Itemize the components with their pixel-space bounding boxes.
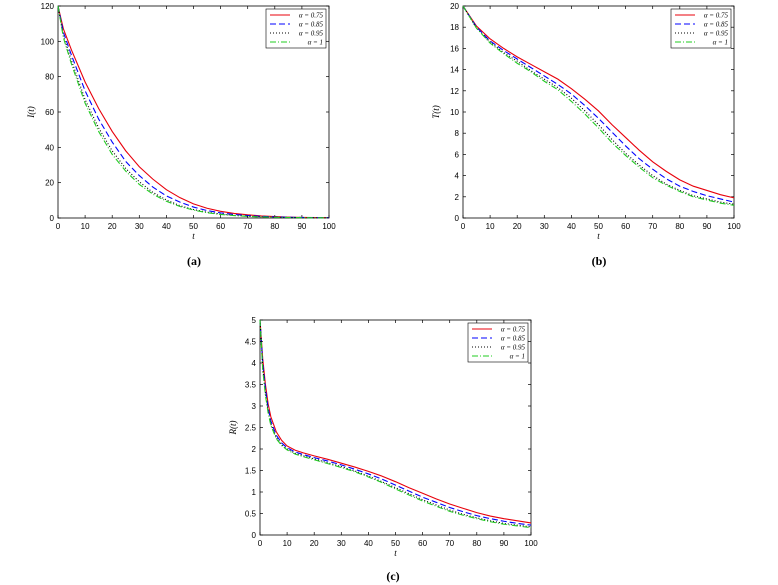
x-tick-label: 60 [216, 222, 225, 231]
x-tick-label: 50 [594, 222, 603, 231]
y-tick-label: 100 [41, 37, 55, 46]
panel-caption: (c) [386, 569, 399, 583]
x-tick-label: 0 [56, 222, 61, 231]
x-tick-label: 30 [135, 222, 144, 231]
x-tick-label: 10 [283, 539, 292, 548]
y-tick-label: 4.5 [245, 338, 257, 347]
x-tick-label: 50 [391, 539, 400, 548]
chart-panel: 0 10 20 30 40 50 60 70 80 90 100 0 2 4 6 8 10 12 14 16 18 20 t… [431, 2, 741, 268]
legend-label: α = 0.75 [704, 12, 729, 20]
y-tick-label: 0 [252, 531, 257, 540]
x-tick-label: 0 [461, 222, 466, 231]
x-tick-label: 60 [621, 222, 630, 231]
series-line [462, 5, 735, 199]
x-tick-label: 30 [337, 539, 346, 548]
x-tick-label: 20 [108, 222, 117, 231]
x-tick-label: 90 [702, 222, 711, 231]
y-tick-label: 40 [45, 143, 54, 152]
x-tick-label: 20 [310, 539, 319, 548]
y-tick-label: 2 [455, 193, 460, 202]
x-tick-label: 80 [270, 222, 279, 231]
series-line [57, 5, 330, 219]
y-tick-label: 14 [450, 66, 459, 75]
x-tick-label: 80 [472, 539, 481, 548]
legend-label: α = 0.95 [704, 30, 729, 38]
x-tick-label: 50 [189, 222, 198, 231]
y-tick-label: 1 [252, 488, 257, 497]
x-tick-label: 70 [243, 222, 252, 231]
x-tick-label: 10 [486, 222, 495, 231]
y-tick-label: 20 [45, 179, 54, 188]
x-tick-label: 100 [322, 222, 336, 231]
y-tick-label: 80 [45, 73, 54, 82]
y-tick-label: 20 [450, 2, 459, 11]
y-tick-label: 3.5 [245, 381, 257, 390]
legend-label: α = 0.95 [299, 30, 324, 38]
y-axis-label: T(t) [431, 105, 441, 119]
x-tick-label: 40 [567, 222, 576, 231]
series-line [462, 5, 735, 203]
chart-panel: 0 10 20 30 40 50 60 70 80 90 100 0 0.5 1 1.5 2 2.5 3 3.5 4 4… [228, 316, 538, 583]
x-tick-label: 100 [727, 222, 741, 231]
legend: α = 0.75α = 0.85α = 0.95α = 1 [670, 8, 732, 49]
y-tick-label: 0 [455, 214, 460, 223]
series-line [57, 5, 330, 219]
legend-label: α = 1 [510, 353, 525, 361]
x-axis-label: t [192, 231, 195, 241]
legend-label: α = 0.85 [704, 21, 729, 29]
y-axis-label: I(t) [26, 106, 36, 119]
legend-label: α = 0.95 [501, 344, 526, 352]
legend-label: α = 1 [713, 39, 728, 47]
chart-panel: 0 10 20 30 40 50 60 70 80 90 100 0 20 40 60 80 100 120 t I(… [26, 2, 336, 268]
x-tick-label: 10 [81, 222, 90, 231]
y-tick-label: 2 [252, 445, 257, 454]
y-tick-label: 4 [252, 359, 257, 368]
y-axis-label: R(t) [228, 421, 238, 436]
y-tick-label: 60 [45, 108, 54, 117]
legend-label: α = 0.75 [501, 326, 526, 334]
legend-label: α = 0.75 [299, 12, 324, 20]
x-tick-label: 0 [258, 539, 263, 548]
panel-caption: (a) [187, 254, 201, 268]
x-tick-label: 60 [418, 539, 427, 548]
y-tick-label: 4 [455, 172, 460, 181]
series-line [462, 5, 735, 205]
y-tick-label: 120 [41, 2, 55, 11]
y-tick-label: 0 [50, 214, 55, 223]
x-tick-label: 30 [540, 222, 549, 231]
x-tick-label: 40 [364, 539, 373, 548]
x-tick-label: 90 [499, 539, 508, 548]
y-tick-label: 2.5 [245, 424, 257, 433]
x-axis-label: t [394, 548, 397, 558]
x-tick-label: 70 [648, 222, 657, 231]
legend-label: α = 0.85 [299, 21, 324, 29]
x-tick-label: 70 [445, 539, 454, 548]
x-tick-label: 20 [513, 222, 522, 231]
series-line [259, 319, 532, 529]
x-tick-label: 40 [162, 222, 171, 231]
y-tick-label: 1.5 [245, 467, 257, 476]
x-tick-label: 80 [675, 222, 684, 231]
y-tick-label: 0.5 [245, 510, 257, 519]
legend: α = 0.75α = 0.85α = 0.95α = 1 [265, 8, 327, 49]
x-tick-label: 90 [297, 222, 306, 231]
legend-label: α = 0.85 [501, 335, 526, 343]
y-tick-label: 18 [450, 23, 459, 32]
y-tick-label: 10 [450, 108, 459, 117]
y-tick-label: 12 [450, 87, 459, 96]
y-tick-label: 8 [455, 129, 460, 138]
series-line [462, 5, 735, 206]
y-tick-label: 5 [252, 316, 257, 325]
legend-label: α = 1 [308, 39, 323, 47]
x-tick-label: 100 [524, 539, 538, 548]
panel-caption: (b) [592, 254, 607, 268]
x-axis-label: t [597, 231, 600, 241]
y-tick-label: 16 [450, 44, 459, 53]
y-tick-label: 3 [252, 402, 257, 411]
y-tick-label: 6 [455, 150, 460, 159]
legend: α = 0.75α = 0.85α = 0.95α = 1 [467, 322, 529, 363]
series-line [259, 319, 532, 524]
